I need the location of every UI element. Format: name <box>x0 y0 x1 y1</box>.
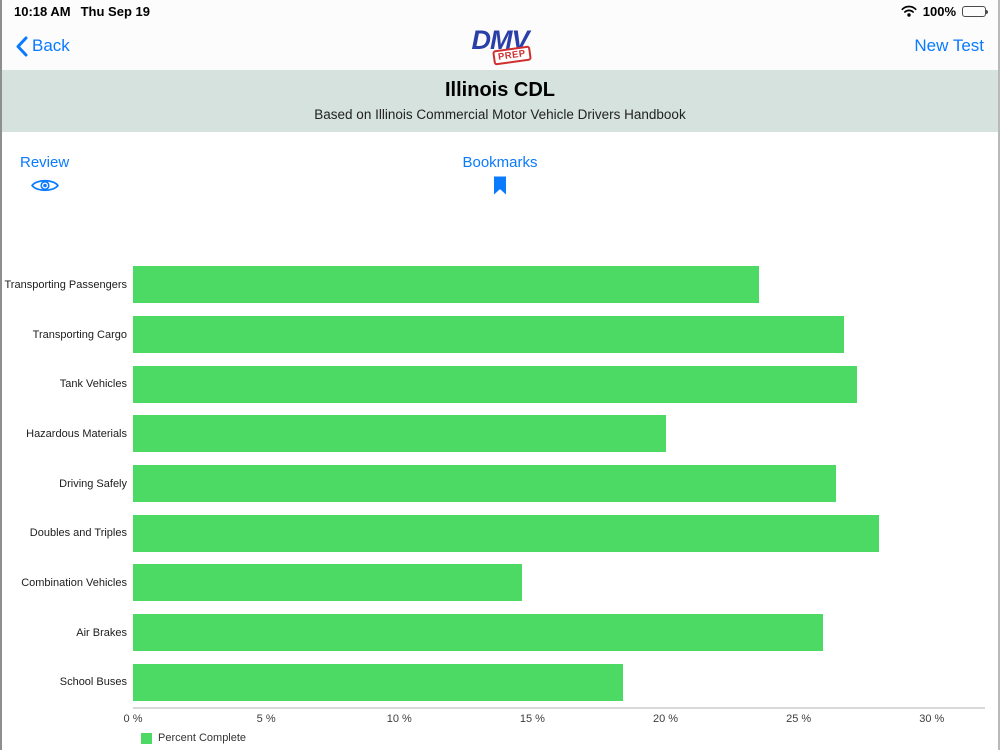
category-label: Air Brakes <box>76 626 127 639</box>
bookmark-icon <box>462 176 537 195</box>
category-label: Driving Safely <box>59 477 127 490</box>
chart-row: School Buses <box>0 657 1000 707</box>
bar-track <box>133 465 985 503</box>
category-label: Transporting Cargo <box>32 328 127 341</box>
eye-icon <box>20 176 69 195</box>
chart-row: Combination Vehicles <box>0 558 1000 608</box>
bar-track <box>133 316 985 353</box>
chart-row: Transporting Passengers <box>0 260 1000 310</box>
new-test-label: New Test <box>914 36 984 55</box>
dmv-prep-logo: DMV PREP <box>455 24 545 68</box>
legend-swatch <box>141 732 152 744</box>
percent-complete-bar <box>133 365 858 403</box>
percent-complete-bar <box>133 316 844 353</box>
chart-row: Driving Safely <box>0 459 1000 509</box>
toolbar: Review Bookmarks <box>0 132 1000 260</box>
x-tick-label: 10 % <box>386 713 412 725</box>
percent-complete-bar <box>133 614 823 652</box>
category-label: Combination Vehicles <box>21 576 127 589</box>
percent-complete-bar <box>133 514 879 552</box>
bar-track <box>133 266 985 304</box>
test-header: Illinois CDL Based on Illinois Commercia… <box>0 70 1000 132</box>
x-tick-label: 20 % <box>652 713 679 725</box>
bar-track <box>133 564 985 602</box>
review-button[interactable]: Review <box>20 154 69 195</box>
page-subtitle: Based on Illinois Commercial Motor Vehic… <box>314 107 686 122</box>
category-label: Transporting Passengers <box>4 278 128 291</box>
battery-percent: 100% <box>922 3 956 19</box>
review-label: Review <box>20 154 70 171</box>
chart-row: Air Brakes <box>0 608 1000 658</box>
progress-chart: Transporting Passengers Transporting Carg… <box>0 260 1000 744</box>
x-tick-label: 30 % <box>919 713 945 725</box>
percent-complete-bar <box>133 415 666 453</box>
chart-row: Transporting Cargo <box>0 310 1000 360</box>
chevron-left-icon <box>16 36 28 57</box>
category-label: Hazardous Materials <box>26 427 127 440</box>
new-test-button[interactable]: New Test <box>914 36 984 56</box>
category-label: Tank Vehicles <box>59 378 127 391</box>
bar-track <box>133 365 985 403</box>
status-bar: 10:18 AM Thu Sep 19 100% <box>0 0 1000 22</box>
chart-row: Hazardous Materials <box>0 409 1000 459</box>
percent-complete-bar <box>133 663 623 701</box>
status-date: Thu Sep 19 <box>80 3 150 19</box>
percent-complete-bar <box>133 266 759 304</box>
bar-track <box>133 614 985 652</box>
x-tick-label: 25 % <box>786 713 812 725</box>
bar-track <box>133 514 985 552</box>
x-tick-label: 15 % <box>519 713 545 725</box>
chart-row: Doubles and Triples <box>0 508 1000 558</box>
legend-label: Percent Complete <box>158 732 247 744</box>
page-title: Illinois CDL <box>445 79 555 101</box>
category-label: Doubles and Triples <box>29 527 127 540</box>
screen-edge-left <box>0 0 2 750</box>
x-tick-label: 5 % <box>256 713 276 725</box>
x-tick-label: 0 % <box>123 713 143 725</box>
bookmarks-button[interactable]: Bookmarks <box>462 154 538 195</box>
percent-complete-bar <box>133 564 522 602</box>
chart-row: Tank Vehicles <box>0 359 1000 409</box>
bookmarks-label: Bookmarks <box>462 154 538 171</box>
chart-legend: Percent Complete <box>141 732 1000 744</box>
percent-complete-bar <box>133 465 836 503</box>
back-button[interactable]: Back <box>16 36 70 57</box>
bar-track <box>133 415 985 453</box>
bar-track <box>133 663 985 701</box>
wifi-icon <box>901 5 917 17</box>
category-label: School Buses <box>59 676 127 689</box>
x-axis-line <box>133 707 985 709</box>
navigation-bar: Back DMV PREP New Test <box>0 22 1000 70</box>
screen-edge-right <box>998 0 1000 750</box>
battery-icon <box>962 5 988 17</box>
x-axis-ticks: 0 % 5 % 10 % 15 % 20 % 25 % 30 % <box>124 709 985 727</box>
status-time: 10:18 AM <box>14 3 71 19</box>
back-label: Back <box>32 36 70 55</box>
